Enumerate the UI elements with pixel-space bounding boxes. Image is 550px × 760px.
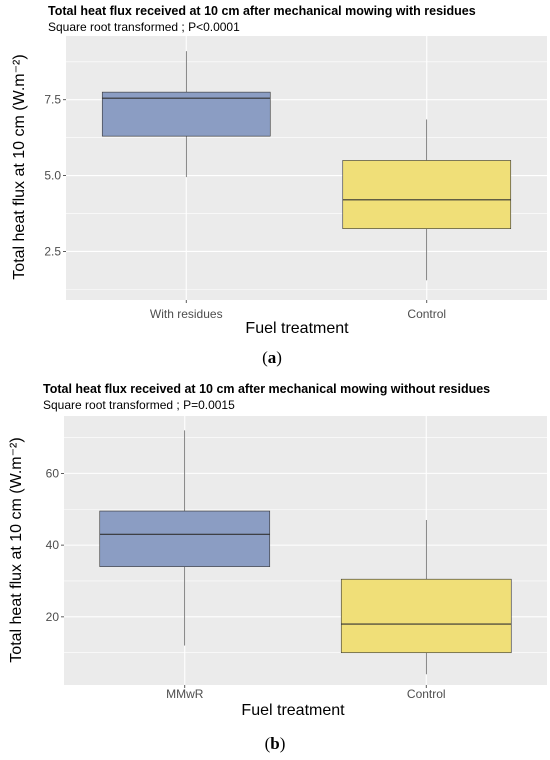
box-control: [342, 160, 512, 229]
box-with-residues: [101, 91, 271, 137]
chart-b-x-ticks: MMwR Control: [166, 685, 446, 701]
chart-a-panel-label: (a): [262, 348, 282, 367]
chart-b: Total heat flux received at 10 cm after …: [8, 382, 547, 753]
y-tick-label: 2.5: [44, 244, 61, 258]
y-tick-label: 60: [46, 466, 60, 480]
chart-a-y-axis-title: Total heat flux at 10 cm (W.m⁻²): [11, 54, 28, 279]
chart-b-x-axis-title: Fuel treatment: [241, 702, 345, 719]
y-tick-label: 40: [46, 538, 60, 552]
chart-a: Total heat flux received at 10 cm after …: [11, 4, 547, 367]
chart-b-title: Total heat flux received at 10 cm after …: [43, 382, 490, 396]
chart-b-panel-letter: b: [270, 734, 279, 753]
x-tick-label: MMwR: [166, 687, 204, 701]
chart-a-y-ticks: 2.5 5.0 7.5: [44, 93, 66, 258]
x-tick-label: Control: [407, 307, 446, 321]
chart-b-subtitle: Square root transformed ; P=0.0015: [43, 398, 235, 412]
chart-a-title: Total heat flux received at 10 cm after …: [48, 4, 476, 18]
chart-a-x-ticks: With residues Control: [150, 300, 446, 321]
y-tick-label: 5.0: [44, 169, 61, 183]
chart-a-subtitle: Square root transformed ; P<0.0001: [48, 20, 240, 34]
x-tick-label: Control: [407, 687, 446, 701]
chart-b-y-ticks: 20 40 60: [46, 466, 64, 624]
chart-b-boxes: [99, 430, 512, 675]
chart-b-y-axis-title: Total heat flux at 10 cm (W.m⁻²): [8, 437, 25, 662]
chart-a-boxes: [101, 51, 512, 281]
chart-a-panel-letter: a: [268, 348, 277, 367]
y-tick-label: 7.5: [44, 93, 61, 107]
x-tick-label: With residues: [150, 307, 223, 321]
chart-a-x-axis-title: Fuel treatment: [245, 320, 349, 337]
y-tick-label: 20: [46, 610, 60, 624]
box-control: [340, 578, 512, 654]
chart-b-panel-label: (b): [265, 734, 286, 753]
box-mmwr: [99, 510, 271, 567]
